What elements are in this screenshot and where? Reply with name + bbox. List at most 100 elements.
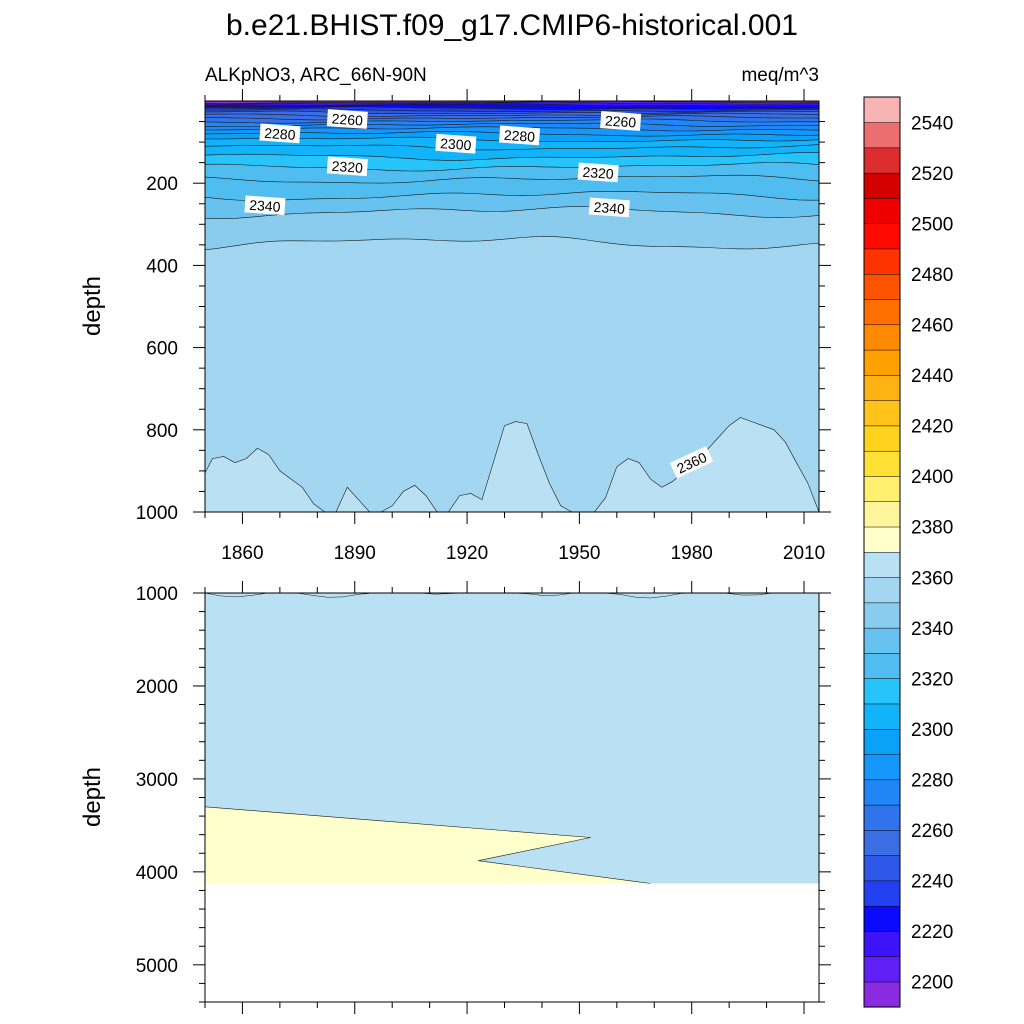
colorbar-tick-label: 2340 bbox=[911, 619, 953, 640]
colorbar-tick-label: 2300 bbox=[911, 720, 953, 741]
lower-contour-fill bbox=[205, 593, 819, 1002]
colorbar-swatch bbox=[863, 475, 901, 503]
contour-line bbox=[205, 110, 819, 114]
x-tick-label: 1950 bbox=[558, 543, 600, 564]
colorbar-tick-label: 2480 bbox=[911, 265, 953, 286]
contour-line-2360 bbox=[205, 417, 819, 512]
y-tick-label: 2000 bbox=[136, 677, 178, 698]
contour-line bbox=[205, 103, 819, 107]
colorbar-tick-label: 2520 bbox=[911, 164, 953, 185]
variable-region-subtitle: ALKpNO3, ARC_66N-90N bbox=[205, 65, 427, 86]
contour-label-text: 2320 bbox=[331, 158, 363, 176]
y-tick-label: 400 bbox=[146, 256, 178, 277]
colorbar-swatch bbox=[863, 652, 901, 679]
lower-ylabel: depth bbox=[79, 767, 106, 827]
contour-line bbox=[205, 144, 819, 151]
contour-label-text: 2280 bbox=[503, 127, 535, 145]
colorbar-tick-label: 2400 bbox=[911, 467, 953, 488]
lower-axis-ticks: 1000 2000 3000 4000 5000 bbox=[136, 581, 831, 1014]
contour-line bbox=[205, 152, 819, 161]
upper-contour-lines bbox=[205, 101, 819, 512]
colorbar-swatch bbox=[863, 905, 901, 932]
contour-line bbox=[205, 106, 819, 111]
colorbar-swatch bbox=[863, 273, 901, 300]
colorbar-swatch bbox=[863, 602, 901, 629]
colorbar-tick-label: 2280 bbox=[911, 771, 953, 792]
contour-line bbox=[205, 122, 819, 127]
y-tick-label: 5000 bbox=[136, 956, 178, 977]
colorbar-swatch bbox=[863, 753, 901, 781]
contour-line bbox=[205, 162, 819, 172]
contour-label-text: 2340 bbox=[593, 199, 625, 217]
colorbar-swatch bbox=[863, 880, 901, 907]
contour-label: 2260 bbox=[600, 111, 642, 131]
colorbar-tick-label: 2440 bbox=[911, 366, 953, 387]
contour-label: 2340 bbox=[244, 195, 286, 216]
colorbar-swatch bbox=[863, 526, 901, 553]
y-tick-label: 1000 bbox=[136, 503, 178, 524]
x-tick-label: 1920 bbox=[446, 543, 488, 564]
y-tick-label: 3000 bbox=[136, 770, 178, 791]
contour-label-text: 2340 bbox=[249, 197, 281, 215]
colorbar-swatch bbox=[863, 804, 901, 831]
x-tick-label: 1890 bbox=[334, 543, 376, 564]
colorbar-swatch bbox=[863, 400, 901, 427]
colorbar-swatch bbox=[863, 956, 901, 983]
contour-label: 2280 bbox=[498, 125, 541, 146]
colorbar-swatch bbox=[863, 122, 901, 149]
no-data-region bbox=[205, 883, 819, 1002]
colorbar-tick-label: 2320 bbox=[911, 669, 953, 690]
colorbar-swatch bbox=[863, 425, 901, 452]
y-tick-label: 1000 bbox=[136, 584, 178, 605]
colorbar-swatch bbox=[863, 981, 901, 1008]
colorbar-swatch bbox=[863, 248, 901, 275]
colorbar-swatch bbox=[863, 703, 901, 730]
colorbar-frame bbox=[863, 96, 901, 1008]
contour-line bbox=[205, 191, 819, 201]
band-2360-2370 bbox=[205, 417, 819, 512]
band-2370-2380 bbox=[205, 806, 651, 884]
colorbar-tick-label: 2360 bbox=[911, 568, 953, 589]
colorbar-swatch bbox=[863, 96, 901, 123]
lower-depth-panel: 1000 2000 3000 4000 5000 depth bbox=[79, 581, 831, 1014]
contour-label: 2280 bbox=[259, 123, 301, 144]
contour-label: 2300 bbox=[435, 133, 477, 154]
colorbar-swatch bbox=[863, 728, 901, 755]
y-tick-label: 600 bbox=[146, 339, 178, 360]
contour-line bbox=[205, 206, 819, 219]
contour-label: 2320 bbox=[577, 162, 619, 183]
contour-line bbox=[205, 101, 819, 105]
contour-label-text: 2280 bbox=[264, 125, 296, 143]
colorbar-tick-label: 2240 bbox=[911, 872, 953, 893]
y-tick-label: 800 bbox=[146, 421, 178, 442]
contour-line bbox=[205, 105, 819, 109]
colorbar-tick-label: 2200 bbox=[911, 973, 953, 994]
colorbar-tick-label: 2500 bbox=[911, 214, 953, 235]
colorbar-tick-label: 2460 bbox=[911, 316, 953, 337]
contour-line bbox=[205, 236, 819, 251]
chart-title: b.e21.BHIST.f09_g17.CMIP6-historical.001 bbox=[226, 9, 798, 42]
colorbar-swatch bbox=[863, 450, 901, 477]
colorbar-tick-label: 2420 bbox=[911, 417, 953, 438]
contour-label: 2260 bbox=[326, 109, 368, 129]
contour-label-text: 2260 bbox=[605, 112, 637, 130]
colorbar-swatch bbox=[863, 197, 901, 224]
x-tick-label: 1980 bbox=[671, 543, 713, 564]
units-subtitle: meq/m^3 bbox=[741, 65, 819, 86]
contour-label-text: 2300 bbox=[440, 135, 472, 153]
contour-label: 2340 bbox=[588, 197, 630, 218]
colorbar-swatch bbox=[863, 779, 901, 806]
upper-axis-ticks: 200 400 600 800 1000 1860 1890 1920 1950 1980 2010 bbox=[136, 89, 831, 564]
x-tick-label: 1860 bbox=[221, 543, 263, 564]
contour-line bbox=[205, 115, 819, 121]
colorbar-swatch bbox=[863, 551, 901, 578]
contour-line bbox=[205, 174, 819, 184]
y-tick-label: 200 bbox=[146, 174, 178, 195]
colorbar: 2200 2220 2240 2260 2280 2300 2320 2340 2360 2380… bbox=[863, 96, 953, 1008]
colorbar-swatch bbox=[863, 298, 901, 326]
x-tick-label: 2010 bbox=[783, 543, 825, 564]
